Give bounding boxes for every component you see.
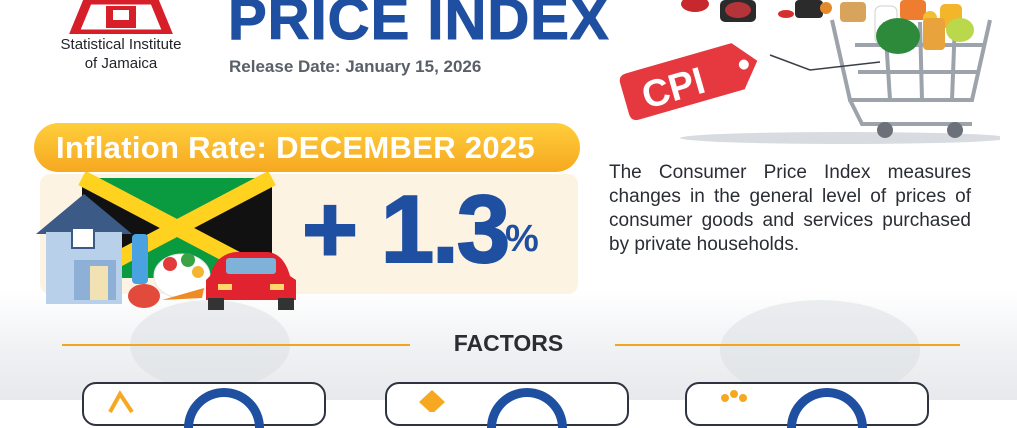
- factor-card: [82, 382, 326, 428]
- logo-triangle-icon: [69, 0, 173, 34]
- household-scene-illustration: [36, 172, 296, 310]
- factor-icon: [108, 390, 134, 414]
- cart-wheel-icon: [877, 122, 893, 138]
- factor-card: [385, 382, 629, 428]
- inflation-rate-unit: %: [505, 218, 539, 260]
- factor-icon: [721, 390, 747, 402]
- cpi-tag-icon: CPI: [619, 43, 758, 121]
- page-title: PRICE INDEX: [228, 0, 610, 53]
- water-bottle-icon: [132, 234, 148, 284]
- cart-shadow: [680, 132, 1000, 144]
- house-icon: [36, 194, 132, 304]
- inflation-heading: Inflation Rate: DECEMBER 2025: [56, 130, 535, 165]
- vegetables-icon: [128, 253, 211, 308]
- organization-name-line1: Statistical Institute: [60, 36, 182, 53]
- factor-icon: [419, 390, 445, 412]
- factor-card: [685, 382, 929, 428]
- tag-string: [769, 54, 881, 71]
- cpi-description: The Consumer Price Index measures change…: [609, 162, 971, 255]
- car-icon: [206, 252, 296, 310]
- inflation-heading-banner: Inflation Rate: DECEMBER 2025: [34, 123, 580, 172]
- factor-value-mark: [787, 388, 867, 428]
- factors-heading: FACTORS: [453, 330, 564, 356]
- institute-logo: Statistical Institute of Jamaica: [36, 0, 206, 80]
- factor-value-mark: [184, 388, 264, 428]
- inflation-rate-value: + 1.3: [301, 176, 511, 283]
- cart-frame-icon: [830, 19, 992, 126]
- cart-wheel-icon: [947, 122, 963, 138]
- shopping-cart-illustration: CPI: [619, 0, 1000, 144]
- organization-name-line2: of Jamaica: [84, 55, 158, 72]
- factor-value-mark: [487, 388, 567, 428]
- release-date: Release Date: January 15, 2026: [229, 57, 482, 76]
- factors-divider-left: [62, 344, 410, 346]
- factors-divider-right: [615, 344, 960, 346]
- cart-goods-icon: [876, 18, 974, 54]
